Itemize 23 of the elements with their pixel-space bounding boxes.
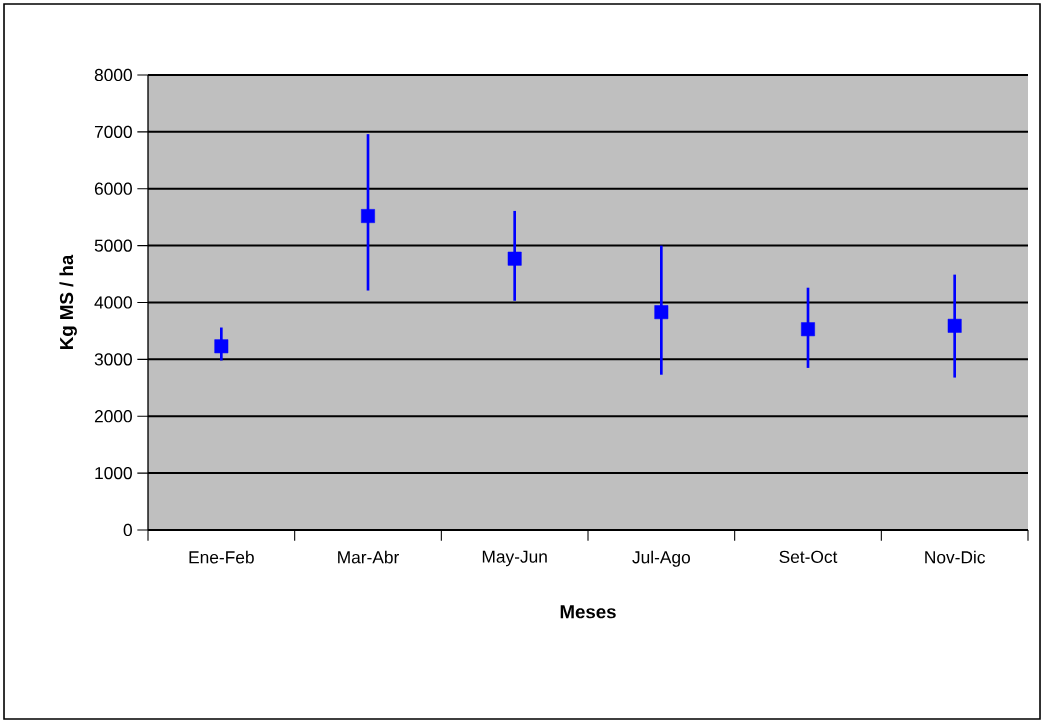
x-tick-label: Nov-Dic <box>925 550 986 564</box>
y-tick-label: 2000 <box>94 410 132 423</box>
y-tick-label: 3000 <box>94 353 132 366</box>
y-tick-label: 7000 <box>94 125 132 138</box>
x-axis-title: Meses <box>560 605 616 619</box>
x-tick-label: Mar-Abr <box>338 550 399 564</box>
point <box>654 305 669 320</box>
x-tick-label: Set-Oct <box>779 550 838 563</box>
y-tick-label: 6000 <box>94 182 132 195</box>
y-tick-label: 0 <box>123 523 132 537</box>
y-tick-label: 4000 <box>94 296 132 309</box>
y-tick-label: 5000 <box>94 239 132 252</box>
point <box>947 318 962 333</box>
point <box>507 251 522 266</box>
y-tick-label: 8000 <box>94 68 132 82</box>
y-axis-title: Kg MS / ha <box>59 254 77 349</box>
x-tick-label: Jul-Ago <box>632 550 690 567</box>
x-tick-label: Ene-Feb <box>189 550 254 564</box>
y-tick-label: 1000 <box>95 466 132 480</box>
x-tick-label: May-Jun <box>482 550 547 567</box>
point <box>801 322 815 337</box>
point <box>361 209 375 223</box>
point <box>214 339 229 354</box>
